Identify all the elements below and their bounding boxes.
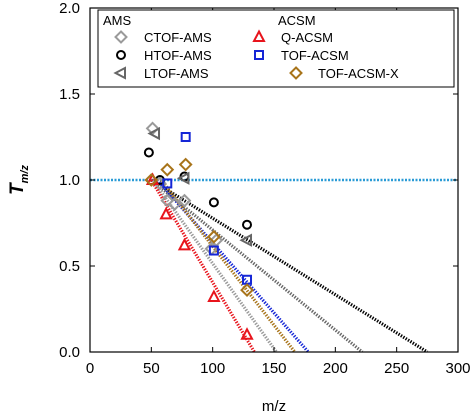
y-tick-label: 0.5 (59, 258, 80, 275)
y-tick-label: 1.5 (59, 86, 80, 103)
y-axis-label: Tm/z (7, 165, 31, 195)
htof-ams-point (208, 197, 219, 208)
tof-acsm-x-point (178, 157, 193, 172)
ltof-ams-legend-label: LTOF-AMS (144, 66, 209, 81)
legend-header-ams: AMS (103, 13, 132, 28)
svg-text:Tm/z: Tm/z (7, 165, 31, 195)
ctof-ams-legend-label: CTOF-AMS (144, 30, 212, 45)
tof-acsm-x-point (206, 229, 221, 244)
x-tick-label: 250 (384, 360, 409, 377)
q-acsm-point (240, 327, 254, 340)
tof-acsm-fit-line (156, 178, 310, 352)
ctof-ams-point (167, 197, 182, 211)
htof-ams-point (143, 147, 154, 158)
y-tick-label: 1.0 (59, 172, 80, 189)
x-tick-label: 50 (143, 360, 160, 377)
tof-acsm-x-legend-label: TOF-ACSM-X (318, 66, 399, 81)
y-tick-label: 2.0 (59, 0, 80, 17)
ltof-ams-point (239, 233, 253, 247)
tof-acsm-legend-icon (254, 50, 264, 60)
ltof-ams-legend-icon (113, 66, 126, 80)
x-tick-label: 300 (445, 360, 470, 377)
tof-acsm-x-point (144, 173, 159, 187)
tof-acsm-x-point (160, 162, 175, 177)
htof-ams-fit-line (150, 178, 429, 352)
legend-items: CTOF-AMS HTOF-AMS LTOF-AMS Q-ACSM TOF-ACSM TO… (113, 29, 399, 81)
y-axis-label-main: T (7, 182, 28, 195)
fit-lines (149, 178, 429, 352)
x-tick-label: 0 (86, 360, 94, 377)
tof-acsm-point (208, 245, 219, 256)
tof-acsm-point (180, 132, 191, 142)
ctof-ams-fit-line (151, 179, 278, 352)
ctof-ams-point (160, 193, 175, 208)
ctof-ams-point (145, 121, 160, 136)
legend-header-acsm: ACSM (278, 13, 316, 28)
q-acsm-legend-label: Q-ACSM (281, 30, 333, 45)
tof-acsm-point (162, 178, 173, 189)
x-tick-label: 100 (200, 360, 225, 377)
tof-acsm-legend-label: TOF-ACSM (281, 48, 349, 63)
tof-acsm-x-fit-line (159, 179, 297, 352)
legend: AMS ACSM CTOF-AMS HTOF-AMS LTOF-AMS Q-ACSM T… (97, 9, 455, 88)
x-axis-label: m/z (262, 398, 286, 415)
q-acsm-point (159, 206, 173, 220)
data-markers (143, 121, 254, 340)
htof-ams-legend-label: HTOF-AMS (144, 48, 212, 63)
x-ticks: 0 50 100 150 200 250 300 (86, 8, 471, 377)
ltof-ams-point (147, 126, 161, 141)
ltof-ams-point (176, 171, 190, 185)
tof-acsm-x-legend-icon (289, 66, 303, 80)
q-acsm-point (207, 289, 221, 302)
ltof-ams-fit-line (150, 178, 364, 352)
x-tick-label: 200 (323, 360, 348, 377)
tof-acsm-x-point (240, 283, 254, 297)
ctof-ams-legend-icon (114, 30, 128, 44)
y-tick-label: 0.0 (59, 344, 80, 361)
htof-ams-legend-icon (116, 50, 126, 60)
ctof-ams-point (177, 193, 192, 208)
q-acsm-legend-icon (252, 29, 266, 42)
htof-ams-point (242, 219, 253, 230)
x-tick-label: 150 (261, 360, 286, 377)
y-ticks: 0.0 0.5 1.0 1.5 2.0 (59, 0, 458, 361)
y-axis-label-sub: m/z (19, 165, 31, 184)
q-acsm-point (177, 237, 192, 251)
legend-box (97, 9, 455, 88)
